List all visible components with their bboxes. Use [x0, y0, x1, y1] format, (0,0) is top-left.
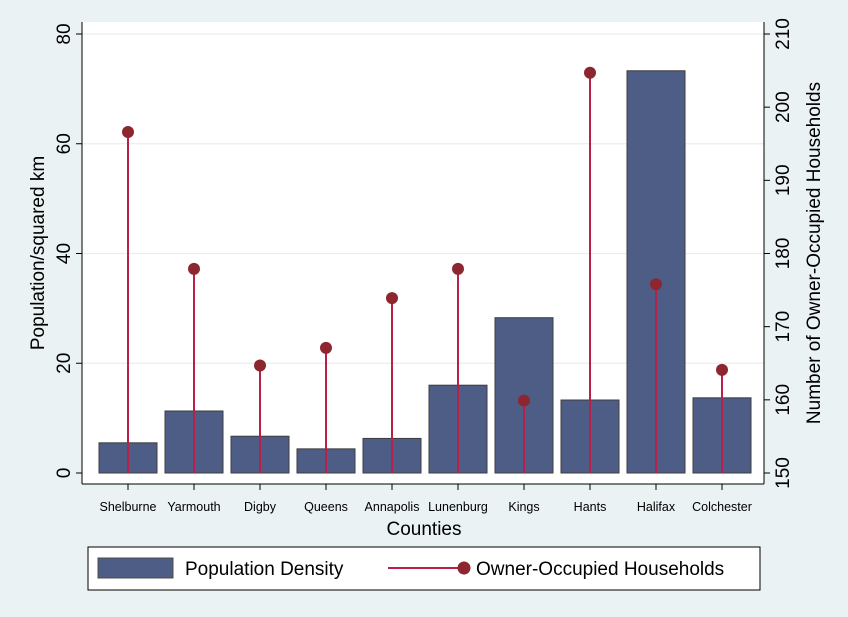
y-right-tick-label: 150	[773, 457, 794, 489]
lollipops	[122, 66, 728, 473]
y-right-tick-label: 210	[773, 18, 794, 50]
x-tick-label: Queens	[304, 500, 348, 514]
y-right-tick-label: 190	[773, 164, 794, 196]
x-tick-label: Hants	[574, 500, 607, 514]
y-right-tick-label: 200	[773, 91, 794, 123]
legend-swatch-population-density	[97, 557, 174, 579]
legend-label-population-density: Population Density	[185, 559, 344, 580]
axes: Shelburne Yarmouth Digby Queens Annapolis Lun…	[54, 18, 794, 514]
y-left-tick-label: 80	[54, 23, 75, 44]
lollipop-marker-digby	[254, 359, 266, 372]
lollipop-marker-annapolis	[386, 292, 398, 305]
lollipop-marker-colchester	[716, 363, 728, 376]
lollipop-marker-hants	[584, 66, 596, 79]
legend-label-owner-occupied-households: Owner-Occupied Households	[476, 559, 724, 580]
y-axis-right-label: Number of Owner-Occupied Households	[804, 82, 825, 424]
y-right-tick-label: 180	[773, 238, 794, 270]
y-left-tick-label: 20	[54, 353, 75, 374]
x-axis-label: Counties	[387, 519, 462, 540]
x-tick-label: Halifax	[637, 500, 676, 514]
y-left-tick-label: 60	[54, 133, 75, 154]
y-right-tick-label: 170	[773, 311, 794, 343]
lollipop-marker-lunenburg	[452, 262, 464, 275]
lollipop-marker-shelburne	[122, 126, 134, 139]
y-left-tick-label: 40	[54, 243, 75, 264]
y-axis-left-label: Population/squared km	[28, 156, 49, 350]
x-tick-label: Digby	[244, 500, 277, 514]
lollipop-marker-kings	[518, 394, 530, 407]
x-tick-label: Yarmouth	[167, 500, 220, 514]
lollipop-marker-queens	[320, 341, 332, 354]
x-tick-label: Colchester	[692, 500, 752, 514]
lollipop-marker-halifax	[650, 278, 662, 291]
x-tick-label: Shelburne	[100, 500, 157, 514]
y-left-tick-label: 0	[54, 468, 75, 479]
legend-swatch-marker	[457, 561, 471, 575]
x-tick-label: Annapolis	[365, 500, 420, 514]
lollipop-marker-yarmouth	[188, 262, 200, 275]
x-tick-label: Lunenburg	[428, 500, 488, 514]
legend: Population Density Owner-Occupied Househ…	[87, 546, 761, 591]
x-tick-label: Kings	[508, 500, 539, 514]
y-right-tick-label: 160	[773, 384, 794, 416]
